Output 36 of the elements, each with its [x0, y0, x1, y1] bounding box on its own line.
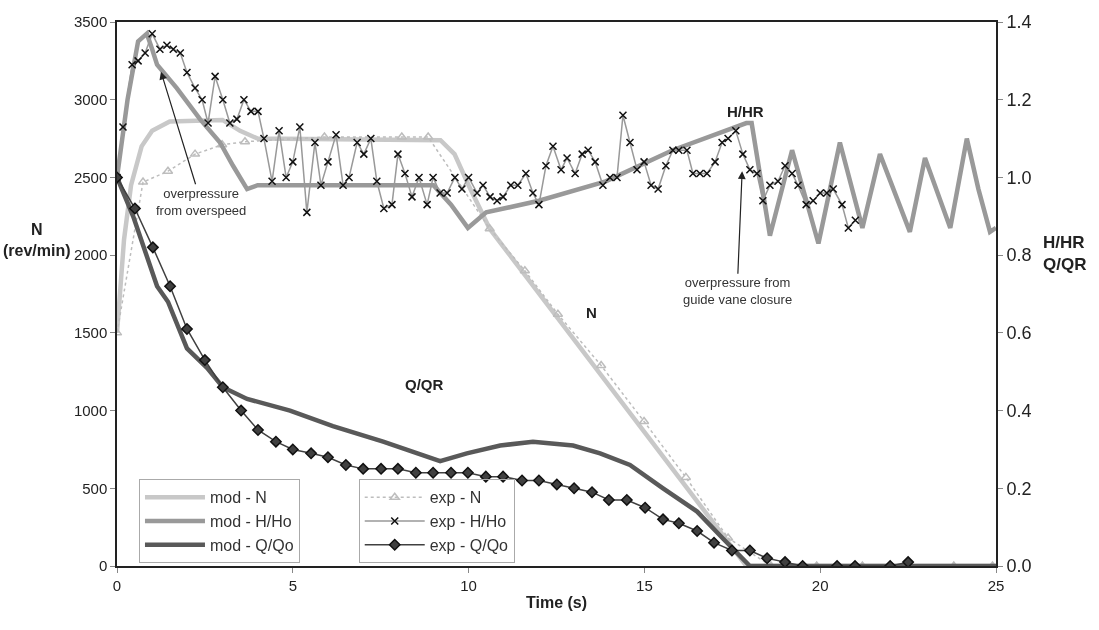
- y-tick-label: 1000: [73, 401, 108, 419]
- annotation: Q/QR: [405, 376, 444, 393]
- y2-tick-label: 1.4: [1006, 12, 1032, 33]
- legend-label: mod - N: [209, 489, 267, 507]
- y-tick-label: 2500: [73, 168, 108, 186]
- x-tick-label: 10: [460, 576, 477, 594]
- legend-label: exp - H/Ho: [429, 513, 507, 531]
- y2-tick-label: 0.6: [1006, 323, 1032, 344]
- annotation: overpressure from guide vane closure: [683, 275, 793, 307]
- x-axis-title: Time (s): [525, 593, 588, 611]
- y-tick-label: 500: [82, 479, 108, 497]
- y-tick-label: 1500: [73, 324, 108, 342]
- annotation: N: [586, 304, 597, 321]
- y2-tick-label: 0.2: [1006, 478, 1032, 499]
- y-tick-label: 3500: [73, 13, 108, 31]
- x-tick-label: 0: [112, 576, 122, 594]
- x-tick-label: 15: [636, 576, 653, 594]
- y-axis-title: N (rev/min): [3, 221, 71, 259]
- legend-label: mod - H/Ho: [209, 513, 292, 531]
- y2-tick-label: 1.2: [1006, 90, 1032, 111]
- y-tick-label: 3000: [73, 90, 108, 108]
- y-tick-label: 2000: [73, 246, 108, 264]
- annotation: H/HR: [727, 103, 764, 120]
- y2-tick-label: 0.0: [1006, 556, 1032, 577]
- y2-axis-title: H/HR Q/QR: [1043, 233, 1087, 275]
- legend-label: exp - N: [429, 489, 482, 507]
- legend-label: mod - Q/Qo: [209, 537, 294, 555]
- y2-tick-label: 0.4: [1006, 400, 1032, 421]
- annotation: overpressure from overspeed: [156, 186, 247, 218]
- x-tick-label: 20: [811, 576, 829, 594]
- x-tick-label: 5: [288, 576, 297, 594]
- x-tick-label: 25: [987, 576, 1005, 594]
- y2-tick-label: 0.8: [1006, 245, 1032, 266]
- y-tick-label: 0: [98, 557, 108, 575]
- y2-tick-label: 1.0: [1006, 167, 1032, 188]
- legend-label: exp - Q/Qo: [429, 537, 509, 555]
